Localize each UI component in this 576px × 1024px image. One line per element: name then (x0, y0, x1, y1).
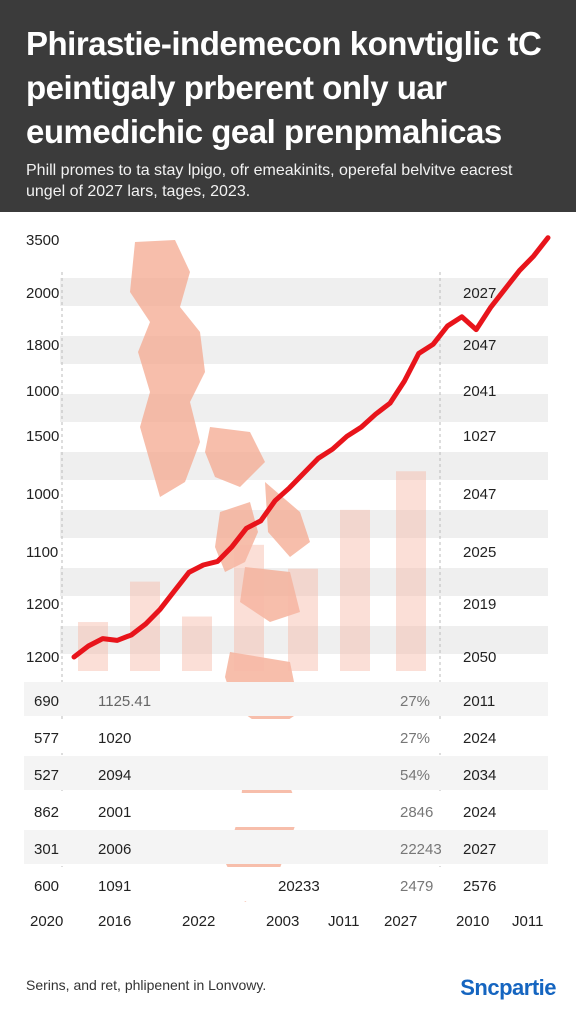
x-tick-label: 2020 (30, 913, 63, 930)
table-cell: 2011 (463, 693, 495, 710)
map-silhouette (205, 427, 265, 487)
series-line (71, 235, 551, 660)
y-tick-label-left: 1500 (26, 428, 59, 445)
table-cell: 600 (34, 878, 59, 895)
table-row (24, 867, 548, 901)
table-row (24, 756, 548, 790)
bar (78, 622, 108, 671)
table-cell: 22243 (400, 841, 442, 858)
y-tick-label-right: 2050 (463, 649, 496, 666)
table-cell: 1125.41 (98, 693, 151, 710)
y-tick-label-right: 2025 (463, 544, 496, 561)
bar (234, 544, 264, 671)
grid-stripe (60, 626, 548, 654)
table-cell: 2576 (463, 878, 496, 895)
table-row (24, 682, 548, 716)
table-cell: 1091 (98, 878, 131, 895)
brand-logo: Sncpartie (460, 975, 556, 1000)
table-row (24, 793, 548, 827)
y-tick-label-left: 3500 (26, 232, 59, 249)
y-tick-label-right: 2027 (463, 285, 496, 302)
table-cell: 2846 (400, 804, 433, 821)
x-tick-label: J011 (512, 913, 543, 930)
y-tick-label-left: 1100 (26, 544, 58, 561)
x-tick-label: 2016 (98, 913, 131, 930)
table-cell: 527 (34, 767, 59, 784)
y-tick-label-left: 1000 (26, 486, 59, 503)
table-cell: 2006 (98, 841, 131, 858)
y-tick-label-left: 1800 (26, 337, 59, 354)
table-row (24, 830, 548, 864)
table-cell: 2027 (463, 841, 496, 858)
grid-stripe (60, 394, 548, 422)
x-tick-label: 2010 (456, 913, 489, 930)
table-cell: 20233 (278, 878, 320, 895)
table-cell: 2479 (400, 878, 433, 895)
map-silhouette (240, 567, 300, 622)
y-tick-label-right: 2047 (463, 486, 496, 503)
table-cell: 1020 (98, 730, 131, 747)
y-tick-label-left: 1200 (26, 596, 59, 613)
y-tick-label-left: 2000 (26, 285, 59, 302)
y-tick-label-right: 1027 (463, 428, 496, 445)
y-tick-label-right: 2041 (463, 383, 496, 400)
chart-title: Phirastie-indemecon konvtiglic tC peinti… (26, 25, 542, 150)
table-row (24, 719, 548, 753)
table-cell: 27% (400, 730, 430, 747)
chart-svg: 3500 2000 1800 1000 1500 1000 1100 1200 1200 2027… (24, 232, 551, 930)
table-cell: 862 (34, 804, 59, 821)
chart-area: 3500 2000 1800 1000 1500 1000 1100 1200 1200 2027… (0, 212, 576, 952)
y-tick-label-left: 1000 (26, 383, 59, 400)
table-cell: 2094 (98, 767, 131, 784)
table-cell: 690 (34, 693, 59, 710)
header-banner: Phirastie-indemecon konvtiglic tC peinti… (0, 0, 576, 212)
x-tick-label: 2003 (266, 913, 299, 930)
bar (182, 616, 212, 671)
table-cell: 2024 (463, 730, 496, 747)
table-cell: 301 (34, 841, 59, 858)
chart-subtitle: Phill promes to ta stay lpigo, ofr emeak… (26, 162, 513, 200)
bar (396, 471, 426, 671)
table-cell: 577 (34, 730, 59, 747)
table-cell: 27% (400, 693, 430, 710)
table-cell: 54% (400, 767, 430, 784)
table-cell: 2001 (98, 804, 131, 821)
x-tick-label: 2027 (384, 913, 417, 930)
x-tick-label: J011 (328, 913, 359, 930)
y-tick-label-left: 1200 (26, 649, 59, 666)
bar (340, 509, 370, 671)
bar (288, 568, 318, 671)
footer-note: Serins, and ret, phlipenent in Lonvowy. (26, 977, 267, 993)
map-silhouette (130, 240, 205, 497)
table-cell: 2024 (463, 804, 496, 821)
grid-stripe (60, 568, 548, 596)
x-tick-label: 2022 (182, 913, 215, 930)
y-tick-label-right: 2047 (463, 337, 496, 354)
y-tick-label-right: 2019 (463, 596, 496, 613)
table-cell: 2034 (463, 767, 496, 784)
